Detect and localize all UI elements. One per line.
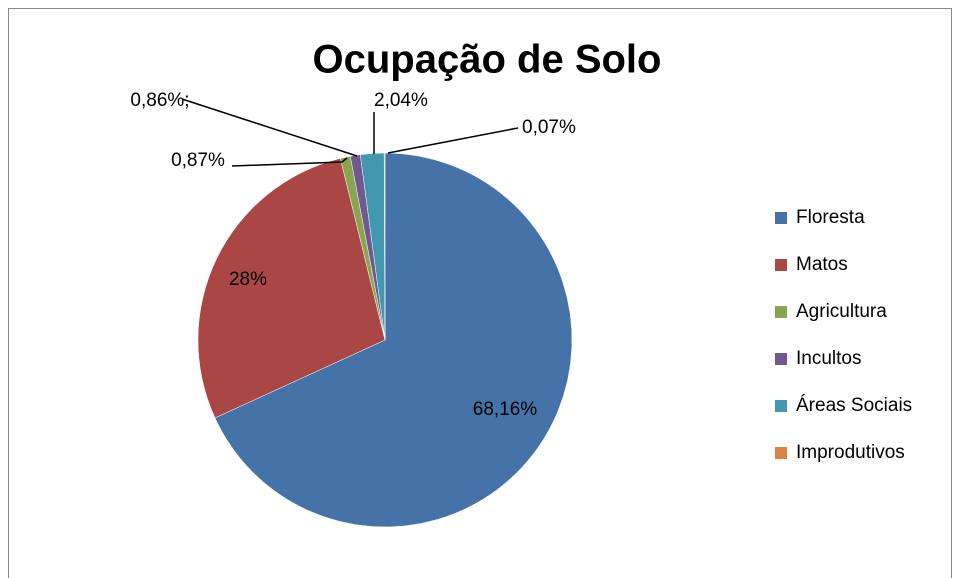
data-label: 2,04% bbox=[374, 90, 428, 111]
legend-swatch bbox=[775, 259, 787, 271]
leader-line bbox=[181, 98, 358, 157]
legend-label: Agricultura bbox=[796, 301, 887, 322]
data-label: 68,16% bbox=[473, 399, 538, 420]
leader-line bbox=[387, 127, 519, 154]
pie-slice bbox=[214, 152, 573, 528]
legend-swatch bbox=[775, 353, 787, 365]
data-label: 0,07% bbox=[522, 117, 576, 138]
legend-swatch bbox=[775, 212, 787, 224]
legend-swatch bbox=[775, 447, 787, 459]
legend-label: Floresta bbox=[796, 207, 865, 228]
legend-label: Áreas Sociais bbox=[796, 395, 912, 416]
data-label: 0,86%; bbox=[130, 90, 189, 111]
data-label: 28% bbox=[229, 269, 267, 290]
legend-label: Improdutivos bbox=[796, 442, 905, 463]
pie-slice bbox=[197, 158, 386, 419]
legend-swatch bbox=[775, 306, 787, 318]
legend-label: Incultos bbox=[796, 348, 861, 369]
data-label: 0,87% bbox=[171, 150, 225, 171]
pie-slice bbox=[383, 152, 386, 341]
chart-title: Ocupação de Solo bbox=[313, 38, 662, 82]
legend-swatch bbox=[775, 400, 787, 412]
leader-line bbox=[231, 157, 348, 167]
legend-label: Matos bbox=[796, 254, 848, 275]
